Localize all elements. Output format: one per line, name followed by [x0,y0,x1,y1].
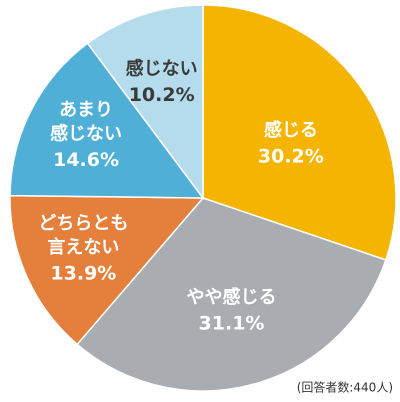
pie-slice [9,42,205,199]
pie-slice [76,197,387,392]
slice-value: 31.1% [199,313,265,335]
pie: 感じる 30.2% やや感じる 31.1% どちらとも言えない 13.9% あまり感じない 1… [9,4,397,392]
slice-label: 感じない [126,57,198,79]
pie-slice [9,194,205,346]
slice-value: 30.2% [258,146,324,168]
slice-value: 13.9% [50,263,116,285]
slice-label: 感じる [264,119,318,141]
slice-label: あまり感じない [50,99,122,144]
slice-label: どちらとも言えない [38,213,128,258]
pie-slice [86,4,204,201]
slice-label: やや感じる [187,286,277,308]
note: (回答者数:440人) [297,380,393,395]
pie-slice [202,4,397,261]
slice-value: 10.2% [129,84,195,106]
slice-value: 14.6% [53,149,119,171]
